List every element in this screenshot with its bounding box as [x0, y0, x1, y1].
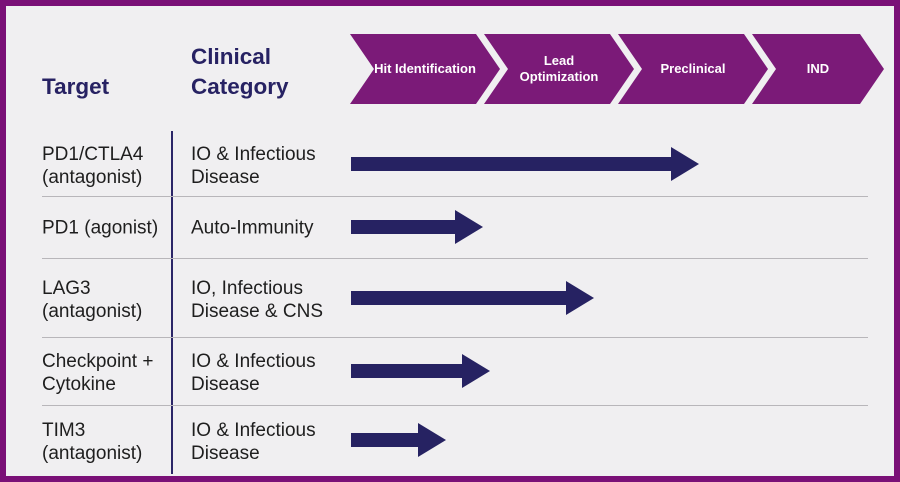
stage-label: IND	[806, 61, 830, 76]
row-divider	[42, 196, 868, 197]
progress-arrow	[351, 422, 446, 457]
arrow-head-icon	[671, 146, 699, 181]
row-divider	[42, 405, 868, 406]
target-cell: PD1 (agonist)	[42, 217, 159, 239]
target-cell: Checkpoint + Cytokine	[42, 350, 154, 395]
stage-chevron-lead-optimization: Lead Optimization	[484, 34, 634, 104]
progress-arrow	[351, 280, 594, 315]
row-divider	[42, 258, 868, 259]
target-cell: LAG3 (antagonist)	[42, 277, 143, 322]
category-cell: IO & Infectious Disease	[191, 419, 316, 464]
category-cell: IO & Infectious Disease	[191, 350, 316, 395]
stage-label: Lead Optimization	[519, 53, 599, 84]
column-divider-line	[171, 131, 173, 474]
clinical-category-column-header: Clinical Category	[191, 44, 289, 99]
target-column-header: Target	[42, 74, 110, 99]
pipeline-row-checkpoint-cytokine: Checkpoint + Cytokine IO & Infectious Di…	[6, 337, 894, 405]
arrow-shaft	[351, 364, 462, 378]
progress-arrow	[351, 210, 483, 244]
arrow-shaft	[351, 156, 671, 171]
arrow-shaft	[351, 220, 455, 234]
row-divider	[42, 337, 868, 338]
arrow-shaft	[351, 290, 566, 305]
stage-label: Hit Identification	[374, 61, 476, 76]
stage-chevron-hit-identification: Hit Identification	[350, 34, 500, 104]
progress-arrow	[351, 146, 699, 181]
category-cell: IO & Infectious Disease	[191, 143, 316, 188]
target-cell: TIM3 (antagonist)	[42, 419, 143, 464]
pipeline-row-tim3: TIM3 (antagonist) IO & Infectious Diseas…	[6, 405, 894, 474]
arrow-shaft	[351, 432, 418, 447]
category-cell: Auto-Immunity	[191, 217, 314, 239]
arrow-head-icon	[455, 210, 483, 244]
pipeline-row-pd1-ctla4: PD1/CTLA4 (antagonist) IO & Infectious D…	[6, 131, 894, 196]
stage-chevron-preclinical: Preclinical	[618, 34, 768, 104]
pipeline-row-lag3: LAG3 (antagonist) IO, Infectious Disease…	[6, 258, 894, 337]
pipeline-row-pd1-agonist: PD1 (agonist) Auto-Immunity	[6, 196, 894, 258]
target-cell: PD1/CTLA4 (antagonist)	[42, 143, 144, 188]
stage-label: Preclinical	[660, 61, 726, 76]
arrow-head-icon	[462, 354, 490, 388]
arrow-head-icon	[418, 422, 446, 457]
category-cell: IO, Infectious Disease & CNS	[191, 277, 323, 322]
arrow-head-icon	[566, 280, 594, 315]
stage-chevron-ind: IND	[752, 34, 884, 104]
progress-arrow	[351, 354, 490, 388]
